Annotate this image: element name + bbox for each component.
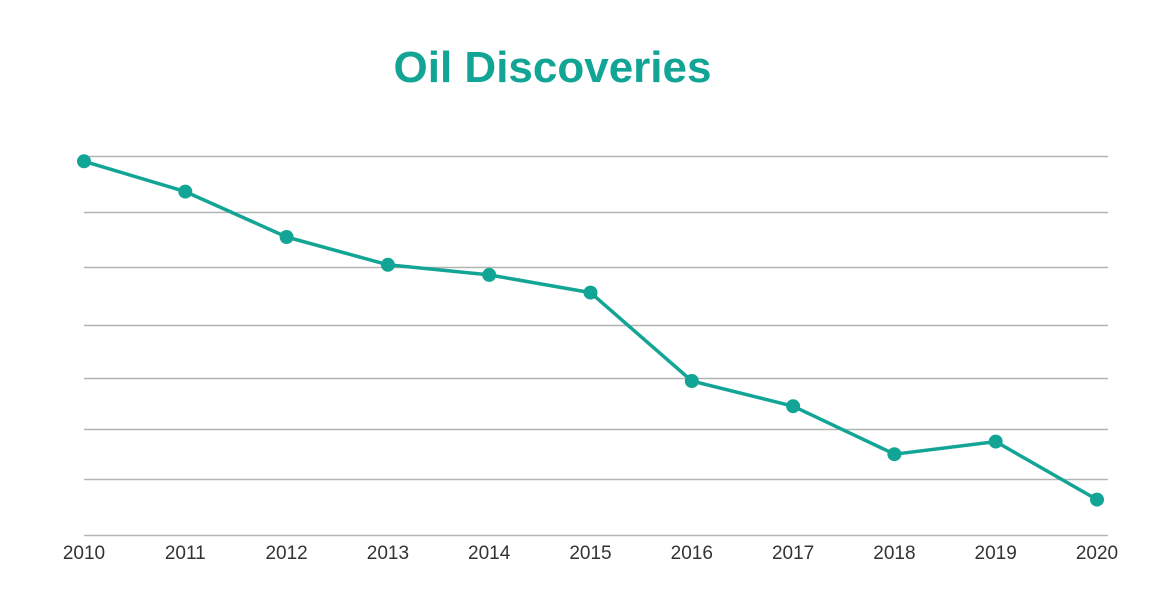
x-axis-tick-labels: 2010 2011 2012 2013 2014 2015 2016 2017 2018 2019… bbox=[63, 543, 1118, 564]
x-tick-label-2020: 2020 bbox=[1076, 543, 1118, 564]
x-tick-label-2011: 2011 bbox=[165, 543, 206, 564]
x-tick-label-2017: 2017 bbox=[772, 543, 814, 564]
x-tick-label-2019: 2019 bbox=[975, 543, 1017, 564]
data-point-2013 bbox=[380, 257, 395, 272]
x-tick-label-2013: 2013 bbox=[367, 543, 409, 564]
x-tick-label-2010: 2010 bbox=[63, 543, 105, 564]
data-point-2020 bbox=[1090, 492, 1104, 507]
data-point-2014 bbox=[482, 267, 497, 282]
x-tick-label-2015: 2015 bbox=[569, 543, 611, 564]
x-tick-label-2012: 2012 bbox=[265, 543, 307, 564]
data-point-2017 bbox=[786, 399, 801, 414]
x-tick-label-2016: 2016 bbox=[671, 543, 713, 564]
gridlines bbox=[84, 155, 1108, 537]
chart-title: Oil Discoveries bbox=[393, 43, 712, 92]
data-point-2019 bbox=[988, 434, 1003, 449]
x-tick-label-2018: 2018 bbox=[873, 543, 915, 564]
data-point-2016 bbox=[684, 374, 699, 388]
data-point-2015 bbox=[583, 285, 598, 300]
data-point-2010 bbox=[77, 154, 91, 169]
data-point-2018 bbox=[887, 447, 902, 462]
data-point-2011 bbox=[178, 184, 193, 199]
data-points bbox=[77, 154, 1104, 507]
data-point-2012 bbox=[279, 230, 294, 244]
x-tick-label-2014: 2014 bbox=[468, 543, 511, 564]
